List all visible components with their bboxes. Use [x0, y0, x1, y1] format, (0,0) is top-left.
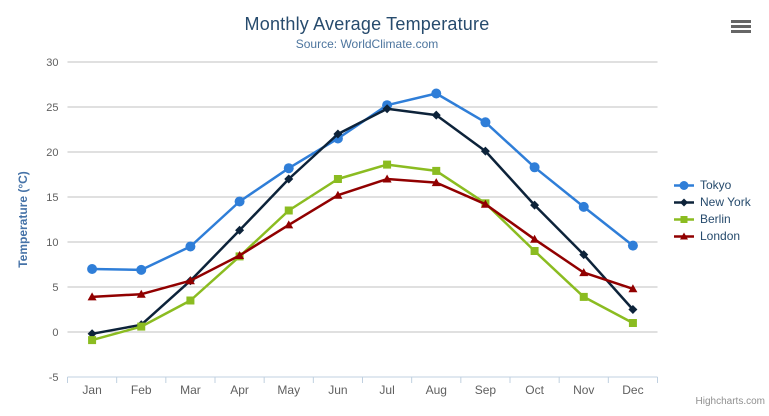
- legend-item-new-york[interactable]: New York: [674, 194, 751, 210]
- y-axis-labels: -5 0 5 10 15 20 25 30: [46, 57, 58, 384]
- point-london-feb[interactable]: [136, 289, 146, 298]
- credits-link[interactable]: Highcharts.com: [695, 396, 765, 407]
- y-axis-label: 30: [46, 57, 58, 69]
- x-axis-label: Jul: [379, 383, 394, 397]
- point-london-sep[interactable]: [480, 199, 490, 208]
- point-london-mar[interactable]: [185, 276, 195, 285]
- y-axis-title: Temperature (°C): [16, 171, 30, 268]
- hamburger-icon: [731, 19, 751, 33]
- point-tokyo-sep[interactable]: [480, 117, 491, 128]
- x-axis-label: Feb: [131, 383, 152, 397]
- x-axis-label: Apr: [230, 383, 249, 397]
- point-new-york-oct[interactable]: [530, 200, 540, 210]
- legend-symbol[interactable]: [680, 215, 688, 223]
- point-new-york-sep[interactable]: [480, 146, 490, 156]
- export-menu-button[interactable]: [728, 16, 754, 38]
- point-new-york-nov[interactable]: [579, 250, 589, 260]
- point-berlin-feb[interactable]: [137, 322, 146, 331]
- y-axis-label: -5: [49, 372, 59, 384]
- y-axis-label: 20: [46, 147, 58, 159]
- x-axis-label: May: [277, 383, 300, 397]
- series-line-berlin: [90, 163, 635, 342]
- point-berlin-nov[interactable]: [579, 292, 588, 301]
- point-berlin-jun[interactable]: [333, 175, 342, 183]
- point-london-jun[interactable]: [333, 190, 343, 199]
- legend-item-tokyo[interactable]: Tokyo: [674, 177, 751, 193]
- point-london-may[interactable]: [284, 220, 294, 229]
- y-axis-label: 5: [52, 282, 58, 294]
- y-axis-label: 0: [52, 327, 58, 339]
- point-new-york-may[interactable]: [284, 174, 294, 184]
- legend-marker-diamond-icon: [674, 198, 694, 206]
- x-axis-label: Aug: [426, 383, 447, 397]
- legend-marker-circle-icon: [674, 180, 694, 190]
- point-tokyo-may[interactable]: [283, 163, 294, 174]
- point-berlin-oct[interactable]: [530, 247, 539, 255]
- legend-label: Tokyo: [700, 178, 732, 192]
- legend-symbol[interactable]: [680, 198, 688, 206]
- legend-marker-triangle-icon: [674, 232, 694, 239]
- legend-item-berlin[interactable]: Berlin: [674, 211, 751, 227]
- point-new-york-apr[interactable]: [235, 225, 245, 235]
- point-berlin-jan[interactable]: [88, 336, 97, 345]
- series-line-tokyo: [90, 92, 635, 272]
- series-london: [87, 174, 638, 301]
- point-tokyo-oct[interactable]: [529, 162, 540, 173]
- point-new-york-jan[interactable]: [87, 329, 97, 339]
- series-tokyo: [87, 88, 638, 275]
- point-berlin-dec[interactable]: [628, 319, 637, 327]
- point-berlin-aug[interactable]: [432, 166, 441, 175]
- point-london-jul[interactable]: [382, 174, 392, 183]
- x-axis-label: Jan: [82, 383, 101, 397]
- chart-subtitle: Source: WorldClimate.com: [295, 37, 439, 51]
- point-london-apr[interactable]: [235, 251, 245, 259]
- point-berlin-jul[interactable]: [383, 160, 392, 169]
- series-line-london: [90, 177, 635, 299]
- legend-item-london[interactable]: London: [674, 228, 751, 244]
- point-tokyo-dec[interactable]: [627, 240, 638, 251]
- point-london-jan[interactable]: [87, 292, 97, 301]
- point-new-york-dec[interactable]: [628, 305, 638, 314]
- point-london-aug[interactable]: [431, 178, 441, 187]
- point-london-dec[interactable]: [628, 284, 638, 293]
- chart-title: Monthly Average Temperature: [244, 14, 490, 34]
- x-axis-label: Dec: [622, 383, 643, 397]
- legend: Tokyo New York Berlin London: [674, 177, 751, 245]
- point-new-york-jun[interactable]: [333, 129, 343, 139]
- y-gridlines: [67, 61, 658, 333]
- y-axis-label: 15: [46, 192, 58, 204]
- legend-label: Berlin: [700, 212, 731, 226]
- legend-label: London: [700, 229, 741, 243]
- series-line-new-york: [90, 107, 635, 336]
- point-tokyo-nov[interactable]: [578, 201, 589, 212]
- point-tokyo-feb[interactable]: [136, 264, 147, 275]
- x-axis-label: Mar: [180, 383, 201, 397]
- series-new-york: [87, 104, 638, 339]
- legend-symbol[interactable]: [679, 180, 689, 190]
- point-tokyo-apr[interactable]: [234, 196, 245, 207]
- point-berlin-mar[interactable]: [186, 296, 195, 305]
- legend-symbol[interactable]: [680, 232, 688, 239]
- x-axis-labels: Jan Feb Mar Apr May Jun Jul Aug Sep Oct Nov Dec: [82, 383, 643, 397]
- point-new-york-aug[interactable]: [431, 110, 441, 120]
- x-axis-label: Sep: [475, 383, 497, 397]
- point-new-york-jul[interactable]: [382, 104, 392, 114]
- point-berlin-may[interactable]: [284, 206, 293, 215]
- x-axis-ticks: [67, 377, 658, 383]
- legend-marker-square-icon: [674, 215, 694, 223]
- point-tokyo-jan[interactable]: [87, 264, 98, 274]
- x-axis-label: Jun: [328, 383, 347, 397]
- point-london-nov[interactable]: [579, 268, 589, 277]
- x-axis-label: Oct: [525, 383, 544, 397]
- legend-label: New York: [700, 195, 751, 209]
- point-tokyo-aug[interactable]: [431, 88, 442, 99]
- y-axis-label: 25: [46, 102, 58, 114]
- point-london-oct[interactable]: [530, 234, 540, 243]
- x-axis-label: Nov: [573, 383, 594, 397]
- point-tokyo-mar[interactable]: [185, 241, 196, 252]
- y-axis-label: 10: [46, 237, 58, 249]
